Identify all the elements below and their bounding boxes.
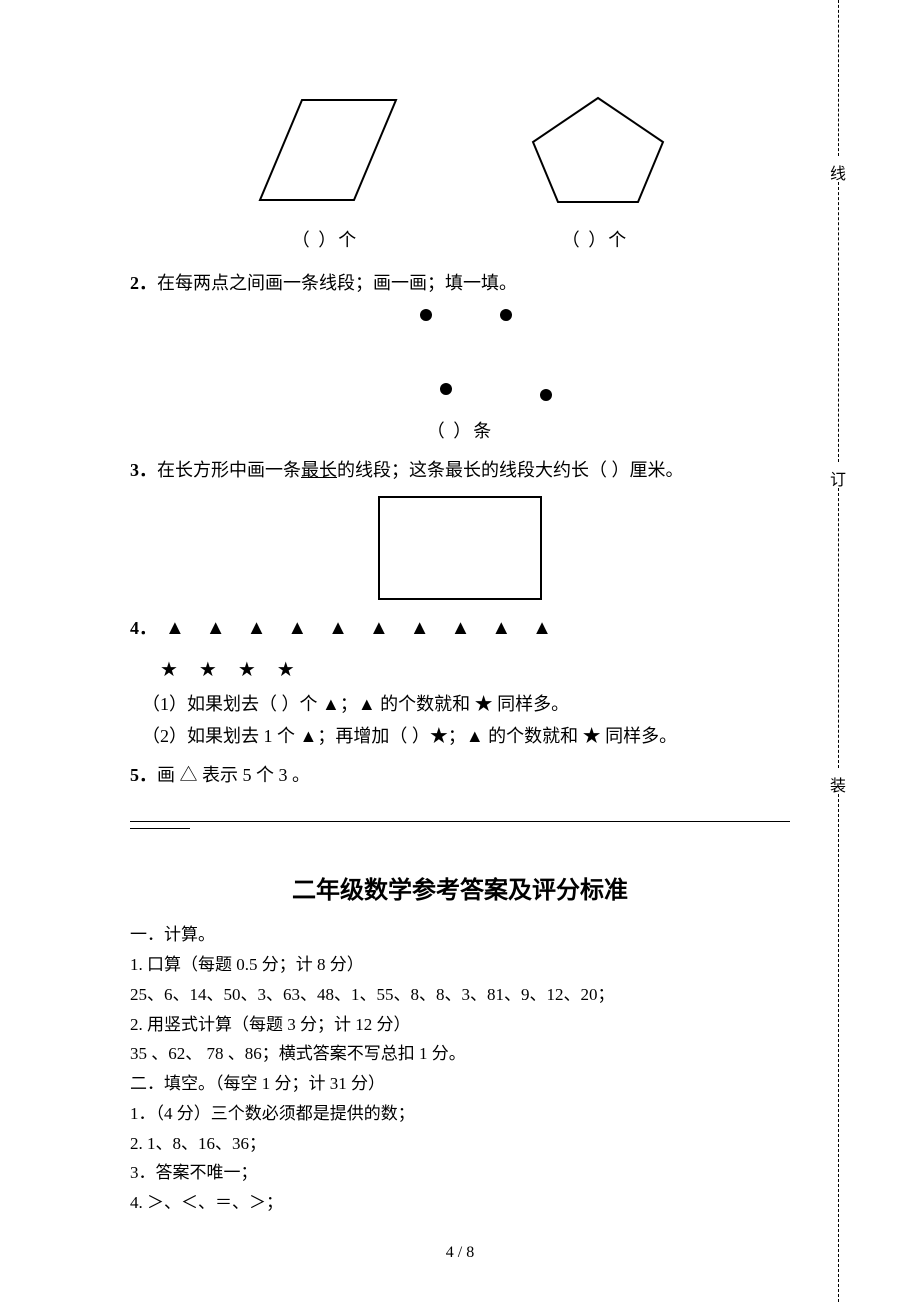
page-content: （ ）个 （ ）个 2．在每两点之间画一条线段；画一画；填一填。 （ ）条 3．… [130,90,790,1218]
question-3: 3．在长方形中画一条最长的线段；这条最长的线段大约长（ ）厘米。 [130,454,790,600]
ans-line: 二．填空。（每空 1 分；计 31 分） [130,1069,790,1099]
q4-triangles: ▲ ▲ ▲ ▲ ▲ ▲ ▲ ▲ ▲ ▲ [165,617,560,639]
q4-stars: ★ ★ ★ ★ [160,652,790,688]
q3-number: 3． [130,460,157,480]
rhombus-caption: （ ）个 [292,224,359,256]
page-number: 4 / 8 [0,1244,920,1262]
q3-text-b: 的线段；这条最长的线段大约长（ ）厘米。 [337,460,684,480]
ans-line: 1．（4 分）三个数必须都是提供的数； [130,1099,790,1129]
dot-icon [440,383,452,395]
dot-icon [420,309,432,321]
question-2: 2．在每两点之间画一条线段；画一画；填一填。 （ ）条 [130,267,790,448]
question-5: 5．画 △ 表示 5 个 3 。 [130,759,790,791]
q2-fill: （ ）条 [130,415,790,447]
pentagon-caption: （ ）个 [562,224,629,256]
q2-dots-area [310,303,610,413]
binding-char: 装 [830,770,846,798]
q3-text-a: 在长方形中画一条 [157,460,301,480]
answers-title: 二年级数学参考答案及评分标准 [130,869,790,912]
q5-text: 画 △ 表示 5 个 3 。 [157,765,310,785]
pentagon-shape [523,90,673,220]
ans-line: 2. 用竖式计算（每题 3 分；计 12 分） [130,1010,790,1040]
binding-char: 线 [830,158,846,186]
q4-number: 4． [130,618,157,638]
q3-underline: 最长 [301,460,337,480]
shape-captions: （ ）个 （ ）个 [130,224,790,256]
q4-sub2: （2）如果划去 1 个 ▲；再增加（ ）★；▲ 的个数就和 ★ 同样多。 [142,720,790,752]
dot-icon [500,309,512,321]
question-4: 4． ▲ ▲ ▲ ▲ ▲ ▲ ▲ ▲ ▲ ▲ ★ ★ ★ ★ （1）如果划去（ ）… [130,610,790,753]
q4-sub1: （1）如果划去（ ）个 ▲；▲ 的个数就和 ★ 同样多。 [142,688,790,720]
divider-line [130,821,790,822]
binding-char: 订 [830,464,846,492]
ans-line: 2. 1、8、16、36； [130,1129,790,1159]
q2-number: 2． [130,273,157,293]
dot-icon [540,389,552,401]
ans-line: 3．答案不唯一； [130,1158,790,1188]
shapes-row [130,90,790,220]
ans-line: 4. ＞、＜、＝、＞； [130,1188,790,1218]
q2-text: 在每两点之间画一条线段；画一画；填一填。 [157,273,517,293]
ans-line: 35 、62、 78 、86；横式答案不写总扣 1 分。 [130,1039,790,1069]
binding-margin: 线 订 装 [816,0,860,1302]
short-divider [130,828,190,829]
answers-body: 一．计算。 1. 口算（每题 0.5 分；计 8 分） 25、6、14、50、3… [130,920,790,1218]
ans-line: 一．计算。 [130,920,790,950]
q3-rectangle [378,496,542,600]
worksheet-page: （ ）个 （ ）个 2．在每两点之间画一条线段；画一画；填一填。 （ ）条 3．… [0,0,920,1302]
ans-line: 25、6、14、50、3、63、48、1、55、8、8、3、81、9、12、20… [130,980,790,1010]
ans-line: 1. 口算（每题 0.5 分；计 8 分） [130,950,790,980]
q5-number: 5． [130,765,157,785]
rhombus-shape [248,90,408,220]
